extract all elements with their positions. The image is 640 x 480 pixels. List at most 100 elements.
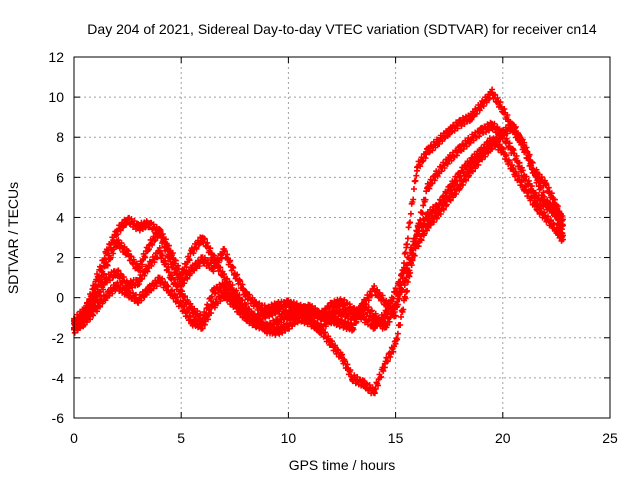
data-point <box>156 248 163 255</box>
data-point <box>113 238 120 245</box>
x-axis-label: GPS time / hours <box>289 457 396 473</box>
data-point <box>124 290 131 297</box>
y-tick-label: 8 <box>56 129 64 145</box>
y-tick-label: 4 <box>56 209 64 225</box>
data-point <box>381 324 388 331</box>
x-tick-label: 5 <box>177 430 185 446</box>
data-point <box>360 302 367 309</box>
plot-frame <box>73 56 611 419</box>
data-point <box>242 290 249 297</box>
data-point <box>81 318 88 325</box>
data-point <box>263 310 270 317</box>
data-point <box>242 314 249 321</box>
data-point <box>478 154 485 161</box>
data-point <box>231 270 238 277</box>
data-point <box>199 234 206 241</box>
data-point <box>317 326 324 333</box>
data-point <box>156 228 163 235</box>
data-point <box>103 262 110 269</box>
data-point <box>210 288 217 295</box>
data-point <box>510 122 517 129</box>
series-layer <box>71 86 566 397</box>
data-point <box>221 274 228 281</box>
data-point <box>231 302 238 309</box>
data-point <box>467 168 474 175</box>
data-point <box>167 248 174 255</box>
data-point <box>499 106 506 113</box>
data-point <box>317 312 324 319</box>
data-point <box>435 210 442 217</box>
data-point <box>306 316 313 323</box>
data-point <box>328 340 335 347</box>
data-point <box>146 262 153 269</box>
data-point <box>371 322 378 329</box>
data-point <box>403 274 410 281</box>
data-point <box>371 312 378 319</box>
data-point <box>456 170 463 177</box>
x-tick-label: 25 <box>602 430 618 446</box>
data-point <box>92 278 99 285</box>
y-tick-label: 0 <box>56 290 64 306</box>
data-point <box>253 302 260 309</box>
data-point <box>489 90 496 97</box>
data-point <box>371 388 378 395</box>
x-tick-label: 0 <box>70 430 78 446</box>
data-point <box>199 322 206 329</box>
data-point <box>328 312 335 319</box>
data-point <box>221 248 228 255</box>
data-point <box>456 120 463 127</box>
data-point <box>446 196 453 203</box>
data-point <box>146 220 153 227</box>
data-point <box>414 164 421 171</box>
data-point <box>178 272 185 279</box>
data-point <box>542 198 549 205</box>
data-point <box>167 288 174 295</box>
data-point <box>467 136 474 143</box>
data-point <box>113 268 120 275</box>
data-point <box>328 302 335 309</box>
data-point <box>371 286 378 293</box>
data-point <box>285 322 292 329</box>
data-point <box>435 138 442 145</box>
data-point <box>521 172 528 179</box>
data-point <box>221 290 228 297</box>
data-point <box>478 102 485 109</box>
data-point <box>531 172 538 179</box>
data-point <box>435 168 442 175</box>
data-point <box>424 184 431 191</box>
data-point <box>381 298 388 305</box>
axis-ticks: 0 5 10 15 20 25 -6 -4 -2 0 2 4 6 8 10 12 <box>48 49 618 446</box>
data-point <box>424 222 431 229</box>
chart-title: Day 204 of 2021, Sidereal Day-to-day VTE… <box>87 21 597 37</box>
y-tick-label: 12 <box>48 49 64 65</box>
series-2 <box>71 119 566 397</box>
data-point <box>403 262 410 269</box>
data-point <box>381 312 388 319</box>
data-point <box>349 374 356 381</box>
data-point <box>489 142 496 149</box>
data-point <box>414 242 421 249</box>
series-3 <box>71 135 566 332</box>
data-point <box>124 216 131 223</box>
data-point <box>103 250 110 257</box>
y-tick-label: 2 <box>56 250 64 266</box>
data-point <box>499 130 506 137</box>
data-point <box>478 128 485 135</box>
data-point <box>553 226 560 233</box>
data-point <box>135 278 142 285</box>
data-point <box>360 314 367 321</box>
data-point <box>199 256 206 263</box>
data-point <box>542 182 549 189</box>
data-point <box>113 228 120 235</box>
data-point <box>231 288 238 295</box>
data-point <box>167 272 174 279</box>
data-point <box>424 212 431 219</box>
data-point <box>446 156 453 163</box>
data-point <box>349 314 356 321</box>
data-point <box>414 228 421 235</box>
data-point <box>510 168 517 175</box>
data-point <box>542 214 549 221</box>
data-point <box>113 282 120 289</box>
data-point <box>339 298 345 305</box>
data-point <box>339 354 345 361</box>
